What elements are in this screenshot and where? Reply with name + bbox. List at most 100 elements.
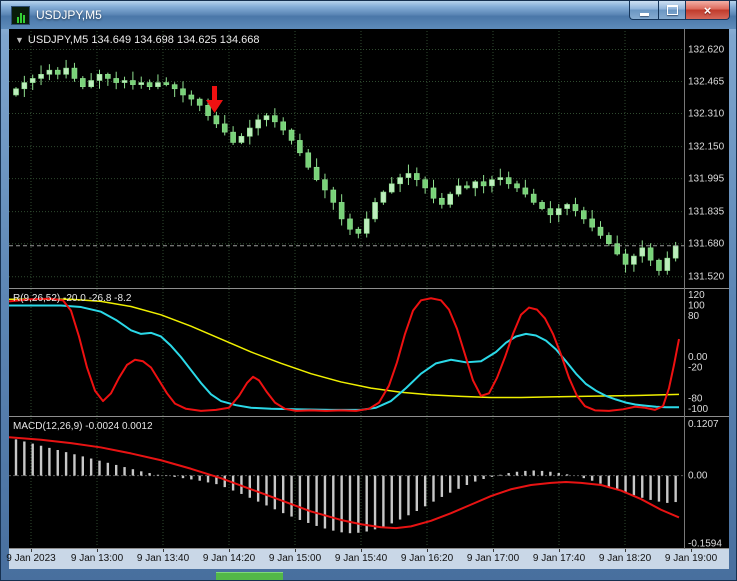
candle-body: [430, 187, 437, 199]
oscillator-line-fast-red: [8, 297, 680, 412]
candle-body: [447, 193, 454, 205]
price-axis-label: 132.620: [688, 45, 725, 56]
quote-collapse-icon[interactable]: ▼: [15, 35, 24, 45]
candle-body: [647, 247, 654, 261]
candle-body: [363, 218, 370, 234]
price-axis-label: 131.995: [688, 174, 725, 185]
candle-body: [672, 245, 679, 259]
candle-body: [171, 84, 178, 90]
candle-body: [29, 78, 36, 83]
candle-body: [305, 152, 312, 168]
candle-body: [639, 247, 646, 257]
candle-body: [622, 253, 629, 265]
macd-signal-line: [8, 436, 680, 530]
time-axis-label: 9 Jan 17:40: [532, 553, 586, 564]
minimize-button[interactable]: [629, 1, 658, 20]
candle-body: [388, 183, 395, 193]
macd-axis-label: 0.00: [688, 471, 708, 482]
candle-body: [564, 204, 570, 209]
time-tick: [427, 549, 428, 552]
time-axis-label: 9 Jan 14:20: [202, 553, 256, 564]
minimize-icon: [639, 12, 649, 16]
candle-body: [547, 208, 554, 216]
maximize-icon: [666, 5, 678, 15]
time-axis-label: 9 Jan 16:20: [400, 553, 454, 564]
time-tick: [97, 549, 98, 552]
candle-body: [221, 123, 228, 133]
oscillator-axis-label: 100: [688, 300, 705, 311]
price-axis-label: 132.310: [688, 109, 725, 120]
panel-splitter[interactable]: [9, 414, 729, 419]
chart-canvas[interactable]: 132.620 132.465 132.310 132.150 131.995 131.8…: [8, 29, 729, 550]
candle-body: [155, 82, 161, 88]
candle-body: [355, 228, 362, 234]
time-axis-label: 9 Jan 18:20: [598, 553, 652, 564]
titlebar[interactable]: USDJPY,M5 ×: [1, 1, 736, 29]
candle-body: [347, 218, 353, 230]
oscillator-axis-label: -100: [688, 404, 708, 415]
candle-body: [13, 88, 19, 96]
maximize-button[interactable]: [658, 1, 685, 20]
candle-body: [272, 115, 278, 123]
candle-body: [614, 243, 621, 255]
time-tick: [163, 549, 164, 552]
candle-body: [255, 119, 261, 129]
candle-body: [497, 177, 504, 180]
chart-icon: [11, 5, 30, 25]
candle-body: [530, 193, 537, 203]
time-tick: [229, 549, 230, 552]
candle-body: [188, 94, 195, 100]
price-axis-label: 132.150: [688, 142, 725, 153]
candle-body: [196, 98, 203, 106]
candle-body: [322, 179, 328, 191]
candle-body: [413, 173, 420, 180]
candle-body: [238, 135, 245, 143]
candle-body: [130, 80, 136, 85]
candle-body: [280, 121, 287, 131]
candle-body: [338, 202, 345, 220]
candle-body: [105, 74, 111, 79]
candle-body: [21, 82, 28, 90]
price-axis-label: 131.520: [688, 272, 725, 283]
candle-body: [522, 187, 529, 195]
candle-body: [46, 69, 53, 75]
time-axis-label: 9 Jan 19:00: [664, 553, 718, 564]
candle-body: [514, 183, 520, 189]
candle-body: [230, 131, 236, 143]
time-tick: [625, 549, 626, 552]
candle-body: [580, 210, 587, 220]
candle-body: [555, 208, 562, 216]
candle-body: [38, 74, 44, 79]
candle-body: [631, 255, 637, 265]
candle-body: [572, 204, 579, 211]
candle-body: [180, 88, 186, 96]
time-tick: [559, 549, 560, 552]
time-axis-label: 9 Jan 15:00: [268, 553, 322, 564]
candle-body: [80, 78, 86, 88]
candle-body: [88, 80, 94, 88]
price-axis[interactable]: [684, 29, 729, 549]
time-axis[interactable]: 9 Jan 2023 9 Jan 13:00 9 Jan 13:40 9 Jan 14…: [6, 549, 729, 569]
quote-bar: ▼ USDJPY,M5 134.649 134.698 134.625 134.6…: [15, 34, 260, 46]
price-axis-label: 132.465: [688, 77, 725, 88]
candle-body: [138, 82, 145, 85]
candle-body: [213, 115, 220, 125]
panel-splitter[interactable]: [9, 286, 729, 291]
candle-body: [288, 129, 295, 141]
time-axis-label: 9 Jan 2023: [6, 553, 56, 564]
time-tick: [295, 549, 296, 552]
candle-body: [539, 202, 545, 209]
quote-ohlc: 134.649 134.698 134.625 134.668: [91, 34, 260, 46]
oscillator-axis-label: -20: [688, 362, 703, 373]
candle-body: [330, 189, 337, 203]
time-axis-label: 9 Jan 13:00: [70, 553, 124, 564]
candle-body: [313, 166, 320, 180]
sell-arrow-icon: [206, 86, 223, 113]
time-tick: [493, 549, 494, 552]
chart-content: 132.620 132.465 132.310 132.150 131.995 131.8…: [8, 29, 729, 550]
price-axis-label: 131.680: [688, 239, 725, 250]
close-button[interactable]: ×: [685, 1, 730, 20]
candle-body: [589, 218, 595, 228]
candle-body: [163, 82, 170, 85]
